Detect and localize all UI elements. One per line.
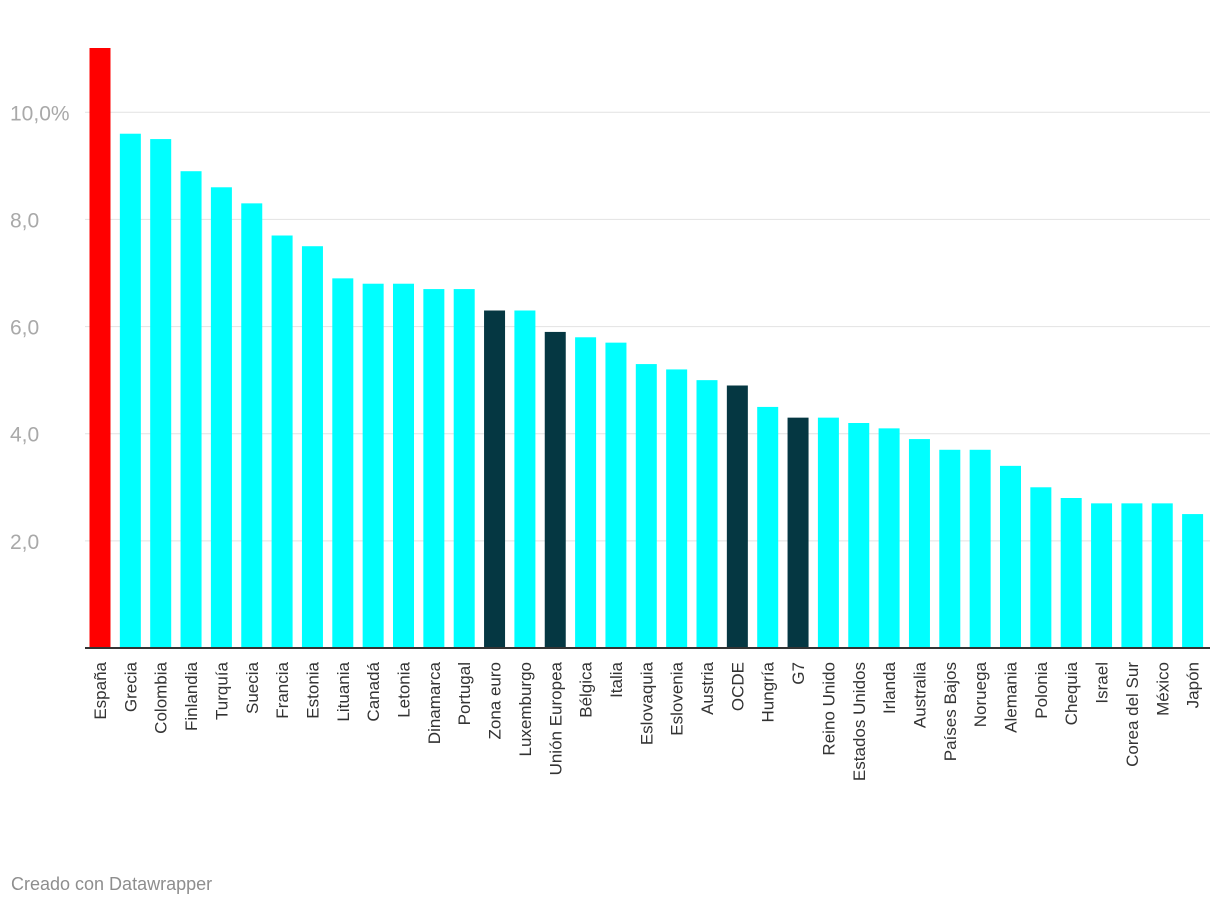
bar-37 xyxy=(1182,514,1204,648)
bar-30 xyxy=(969,449,991,648)
bar-17 xyxy=(575,337,597,648)
x-category-label: Portugal xyxy=(455,662,474,725)
x-category-label: Suecia xyxy=(243,661,262,714)
x-category-label: Japón xyxy=(1184,662,1203,708)
credit-text: Creado con Datawrapper xyxy=(11,874,213,894)
bar-26 xyxy=(848,423,870,648)
bar-14 xyxy=(484,310,506,648)
x-category-label: Eslovenia xyxy=(668,661,687,735)
x-category-label: España xyxy=(91,661,110,719)
x-category-label: Chequia xyxy=(1062,661,1081,725)
bar-24 xyxy=(787,417,809,648)
bar-12 xyxy=(423,289,445,648)
x-category-label: Israel xyxy=(1093,662,1112,704)
x-category-label: Eslovaquia xyxy=(637,661,656,745)
bar-16 xyxy=(544,331,566,648)
bar-36 xyxy=(1151,503,1173,648)
x-category-label: Polonia xyxy=(1032,661,1051,718)
bar-4 xyxy=(180,171,202,648)
bar-5 xyxy=(210,187,232,649)
bar-35 xyxy=(1121,503,1143,648)
x-category-label: Corea del Sur xyxy=(1123,662,1142,767)
bar-33 xyxy=(1060,498,1082,648)
bar-34 xyxy=(1091,503,1113,648)
x-category-label: Alemania xyxy=(1002,661,1021,732)
bar-23 xyxy=(757,406,779,648)
x-category-label: Francia xyxy=(273,661,292,718)
x-category-label: G7 xyxy=(789,662,808,685)
x-category-label: Unión Europea xyxy=(546,661,565,775)
bar-22 xyxy=(726,385,748,648)
bar-1 xyxy=(89,48,111,648)
x-category-label: Estonia xyxy=(303,661,322,718)
bar-21 xyxy=(696,380,718,648)
x-category-label: OCDE xyxy=(728,662,747,711)
x-axis-labels: España Grecia Colombia Finlandia Turquía Suec… xyxy=(91,661,1203,781)
bar-6 xyxy=(241,203,263,648)
bar-8 xyxy=(301,246,323,648)
x-category-label: Países Bajos xyxy=(941,662,960,761)
x-category-label: Turquía xyxy=(212,661,231,720)
bar-10 xyxy=(362,283,384,648)
bar-18 xyxy=(605,342,627,648)
x-category-label: Finlandia xyxy=(182,661,201,731)
bars xyxy=(89,48,1204,649)
x-category-label: Noruega xyxy=(971,661,990,727)
bar-7 xyxy=(271,235,293,648)
bar-19 xyxy=(635,364,657,648)
x-category-label: Bélgica xyxy=(577,661,596,717)
x-category-label: Zona euro xyxy=(486,662,505,740)
x-category-label: Canadá xyxy=(364,661,383,721)
x-category-label: Irlanda xyxy=(880,661,899,714)
x-category-label: Grecia xyxy=(121,661,140,712)
x-category-label: México xyxy=(1153,662,1172,716)
x-category-label: Dinamarca xyxy=(425,661,444,744)
bar-31 xyxy=(1000,465,1021,648)
bar-9 xyxy=(332,278,354,648)
x-category-label: Colombia xyxy=(152,661,171,733)
x-category-label: Lituania xyxy=(334,661,353,721)
bar-11 xyxy=(393,283,414,648)
bar-20 xyxy=(666,369,688,648)
x-category-label: Estados Unidos xyxy=(850,662,869,781)
y-tick-label: 10,0% xyxy=(10,102,70,125)
x-category-label: Italia xyxy=(607,661,626,697)
bar-25 xyxy=(817,417,839,648)
x-category-label: Austria xyxy=(698,661,717,714)
bar-3 xyxy=(150,139,172,649)
x-category-label: Hungría xyxy=(759,661,778,722)
y-tick-label: 4,0 xyxy=(10,424,39,447)
bar-27 xyxy=(878,428,900,648)
x-category-label: Australia xyxy=(910,661,929,728)
x-category-label: Luxemburgo xyxy=(516,662,535,757)
bar-28 xyxy=(908,439,930,648)
y-axis-labels: 2,0 4,0 6,0 8,0 10,0% xyxy=(10,102,70,554)
x-category-label: Letonia xyxy=(395,661,414,717)
bar-29 xyxy=(939,449,961,648)
y-tick-label: 8,0 xyxy=(10,209,39,232)
bar-32 xyxy=(1030,487,1052,648)
bar-13 xyxy=(453,289,475,648)
bar-15 xyxy=(514,310,536,648)
y-tick-label: 6,0 xyxy=(10,317,39,340)
x-category-label: Reino Unido xyxy=(819,662,838,756)
y-tick-label: 2,0 xyxy=(10,531,39,554)
bar-2 xyxy=(119,133,141,648)
